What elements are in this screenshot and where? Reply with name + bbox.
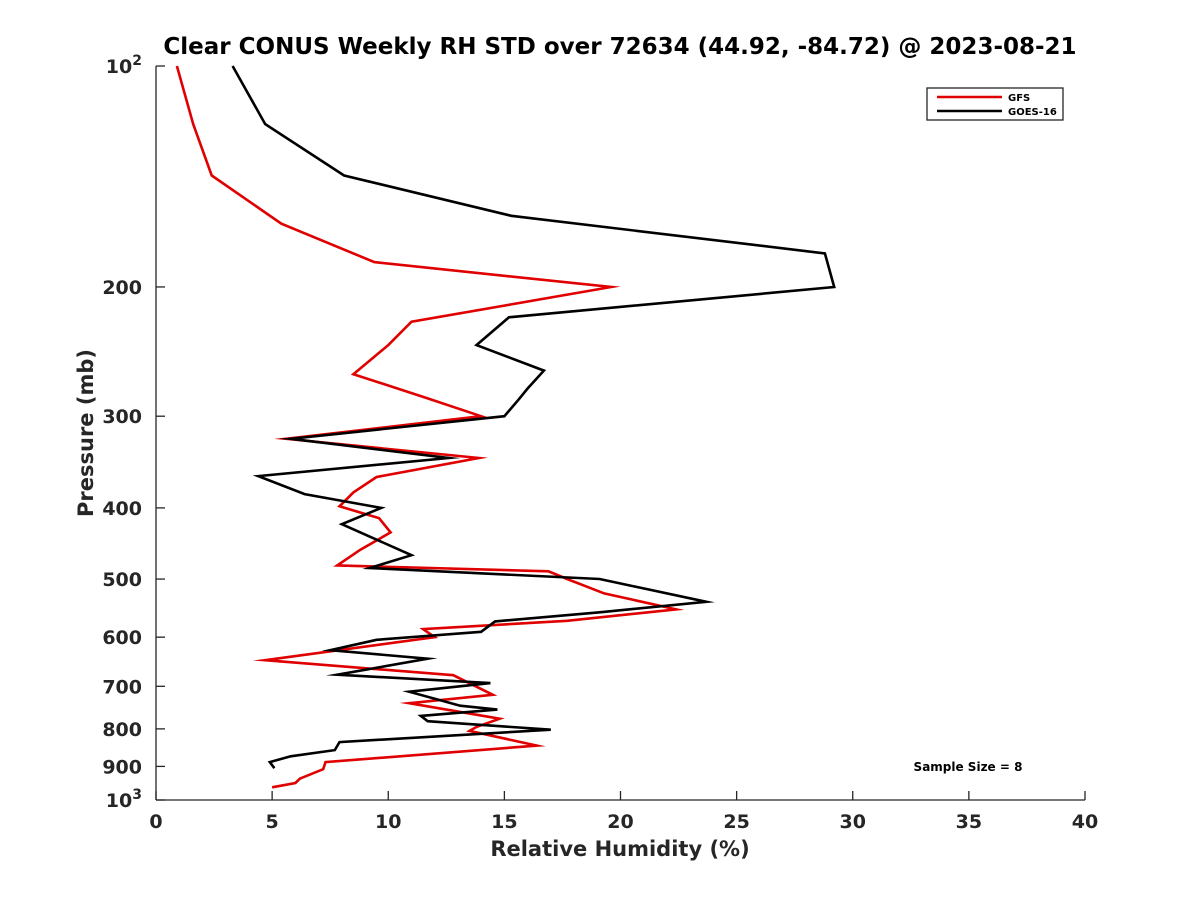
y-tick-label: 900 (102, 756, 142, 778)
y-tick-label-base: 10 (106, 56, 132, 78)
legend-label-gfs: GFS (1008, 93, 1030, 104)
series-line-goes16 (231, 65, 836, 769)
y-tick-label-base: 10 (106, 790, 132, 812)
x-tick-label: 35 (956, 811, 982, 833)
x-tick-label: 25 (723, 811, 749, 833)
y-axis-label: Pressure (mb) (74, 349, 98, 517)
sample-size-annotation: Sample Size = 8 (914, 760, 1023, 774)
x-axis-label: Relative Humidity (%) (490, 837, 749, 861)
y-tick-label: 200 (102, 277, 142, 299)
y-tick-label: 600 (102, 627, 142, 649)
x-tick-label: 40 (1072, 811, 1098, 833)
series-goes16 (231, 65, 836, 769)
x-tick-label: 5 (266, 811, 279, 833)
x-ticks: 0 5 10 15 20 25 30 35 40 (149, 791, 1098, 833)
y-tick-label: 700 (102, 676, 142, 698)
x-tick-label: 0 (149, 811, 162, 833)
legend-label-goes16: GOES-16 (1008, 107, 1057, 118)
legend: GFS GOES-16 (926, 87, 1064, 121)
x-tick-label: 15 (491, 811, 517, 833)
series-line-gfs (175, 65, 685, 789)
y-tick-label: 400 (102, 498, 142, 520)
y-tick-label: 103 (106, 787, 142, 812)
series-layer (175, 65, 836, 789)
y-tick-label-exponent: 2 (132, 53, 142, 69)
x-tick-label: 30 (840, 811, 866, 833)
y-tick-label: 500 (102, 569, 142, 591)
chart-title: Clear CONUS Weekly RH STD over 72634 (44… (163, 34, 1076, 60)
x-tick-label: 10 (375, 811, 401, 833)
legend-box (926, 87, 1064, 121)
x-tick-label: 20 (607, 811, 633, 833)
y-tick-label: 102 (106, 53, 142, 78)
axes: 0 5 10 15 20 25 30 35 40 10220030040050060070080… (102, 53, 1098, 833)
y-tick-label-exponent: 3 (132, 787, 142, 803)
y-tick-label: 300 (102, 406, 142, 428)
series-gfs (175, 65, 685, 789)
y-tick-label: 800 (102, 719, 142, 741)
